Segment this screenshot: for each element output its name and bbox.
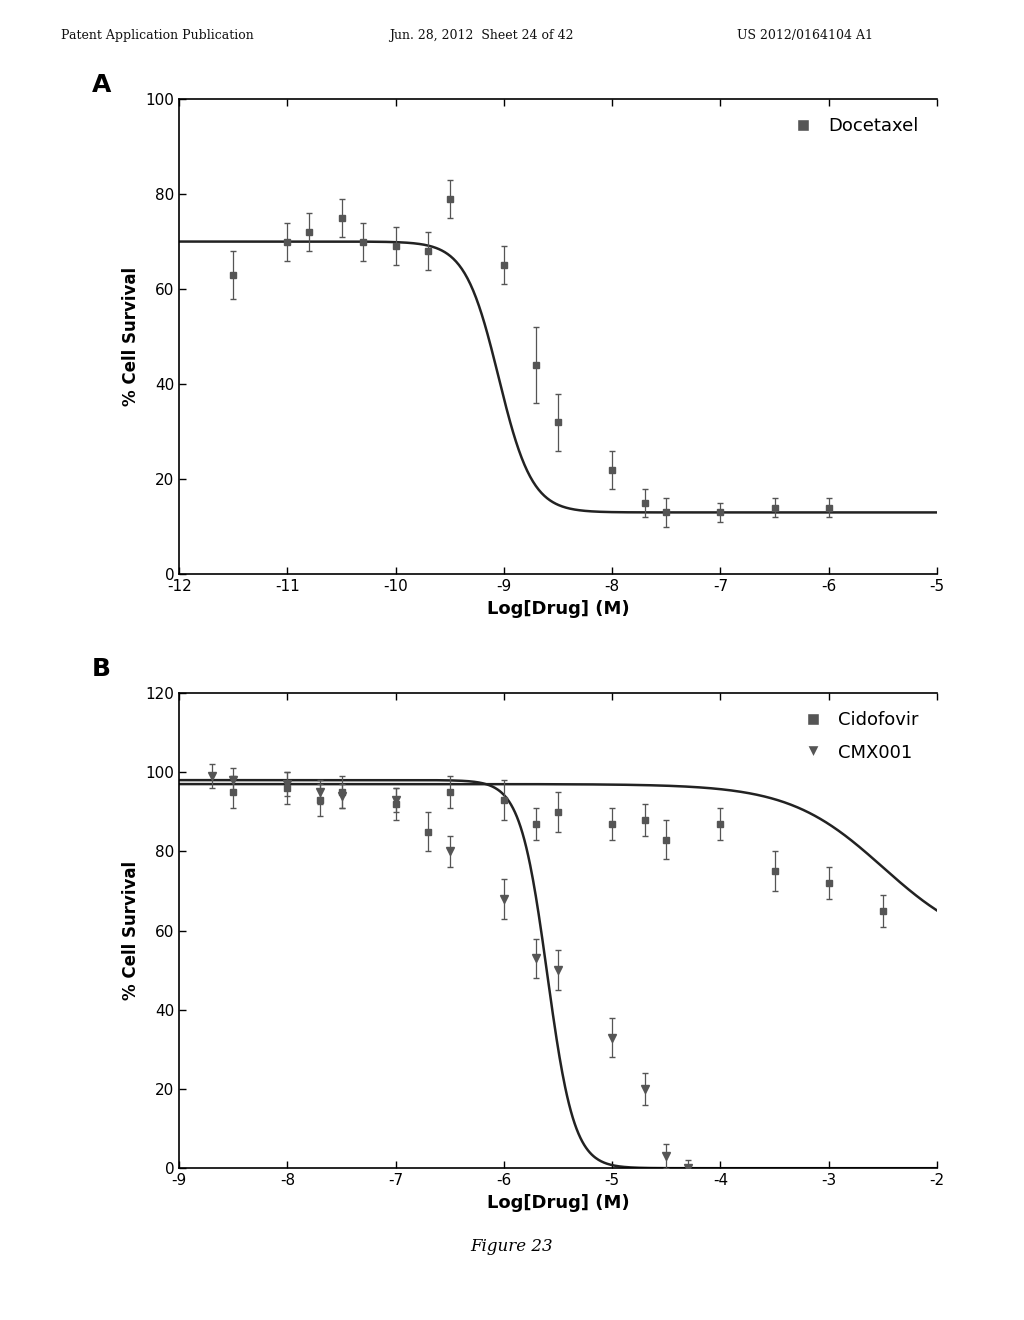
X-axis label: Log[Drug] (M): Log[Drug] (M) xyxy=(486,1193,630,1212)
Text: Jun. 28, 2012  Sheet 24 of 42: Jun. 28, 2012 Sheet 24 of 42 xyxy=(389,29,573,42)
Text: Patent Application Publication: Patent Application Publication xyxy=(61,29,254,42)
Y-axis label: % Cell Survival: % Cell Survival xyxy=(122,267,140,407)
Legend: Docetaxel: Docetaxel xyxy=(776,108,928,144)
X-axis label: Log[Drug] (M): Log[Drug] (M) xyxy=(486,599,630,618)
Text: B: B xyxy=(92,657,112,681)
Text: A: A xyxy=(92,73,112,96)
Legend: Cidofovir, CMX001: Cidofovir, CMX001 xyxy=(786,702,928,771)
Y-axis label: % Cell Survival: % Cell Survival xyxy=(122,861,140,1001)
Text: Figure 23: Figure 23 xyxy=(471,1238,553,1255)
Text: US 2012/0164104 A1: US 2012/0164104 A1 xyxy=(737,29,873,42)
